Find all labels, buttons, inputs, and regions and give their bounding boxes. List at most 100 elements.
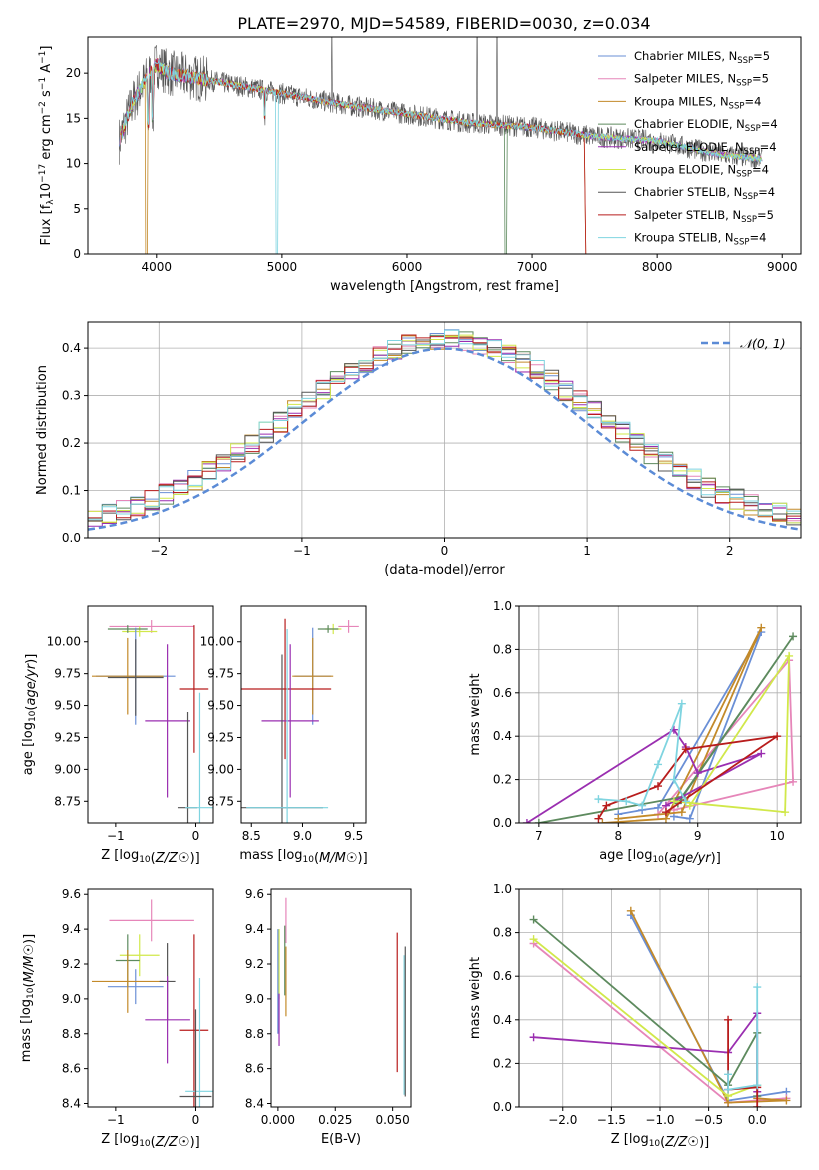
x-tick-label: 0.0 — [748, 1113, 767, 1127]
weight-marker — [685, 814, 694, 823]
weight-marker — [622, 797, 631, 806]
x-tick-label: 1 — [583, 544, 591, 558]
y-tick-label: 9.4 — [62, 922, 81, 936]
weight-marker — [681, 797, 690, 806]
weight-marker — [724, 1015, 733, 1024]
figure-title: PLATE=2970, MJD=54589, FIBERID=0030, z=0… — [237, 14, 650, 33]
y-tick-label: 9.75 — [54, 667, 81, 681]
y-tick-label: 8.4 — [245, 1097, 264, 1111]
x-tick-label: 0.050 — [375, 1113, 409, 1127]
weight-marker — [529, 915, 538, 924]
y-axis-label: mass weight — [468, 673, 483, 755]
y-tick-label: 9.4 — [245, 922, 264, 936]
x-tick-label: 0.000 — [261, 1113, 295, 1127]
weight-marker — [789, 777, 798, 786]
y-tick-label: 8.8 — [62, 1027, 81, 1041]
y-tick-label: 20 — [66, 66, 81, 80]
y-tick-label: 9.50 — [54, 699, 81, 713]
weight-marker — [626, 906, 635, 915]
plot-area-mass-EBV — [277, 897, 406, 1097]
x-tick-label: −1.5 — [597, 1113, 626, 1127]
y-axis-label: Flux [fλ10−17 erg cm−2 s−1 A−1] — [38, 46, 56, 246]
y-axis-label: mass [log10(M/M☉)] — [19, 934, 37, 1062]
y-axis-label: age [log10(age/yr)] — [21, 654, 39, 776]
frame-mass-Z — [87, 888, 214, 1108]
y-tick-label: 9.25 — [54, 730, 81, 744]
x-tick-label: 9 — [694, 829, 702, 843]
weight-marker — [753, 1103, 762, 1107]
weight-marker — [782, 1096, 791, 1105]
weight-line-8 — [727, 987, 759, 1091]
frame-age-Z — [87, 605, 214, 824]
weight-marker — [661, 808, 670, 817]
x-tick-label: 8000 — [642, 260, 673, 274]
weight-marker — [677, 699, 686, 708]
y-tick-label: 8.75 — [207, 794, 234, 808]
x-tick-label: 9.0 — [293, 829, 312, 843]
legend-label: Salpeter STELIB, NSSP=5 — [634, 208, 774, 225]
weight-marker — [522, 819, 531, 823]
plot-area-age-mass — [241, 618, 359, 823]
weight-marker — [602, 801, 611, 810]
y-tick-label: 15 — [66, 111, 81, 125]
plot-area-mass-Z — [91, 899, 213, 1107]
y-tick-label: 0 — [73, 247, 81, 261]
legend-label: Kroupa STELIB, NSSP=4 — [634, 231, 766, 248]
legend-label: Salpeter ELODIE, NSSP=4 — [634, 140, 777, 157]
weight-line-4 — [526, 728, 762, 823]
x-tick-label: −2.0 — [548, 1113, 577, 1127]
weight-marker — [785, 651, 794, 660]
x-tick-label: 10 — [770, 829, 785, 843]
y-tick-label: 8.4 — [62, 1097, 81, 1111]
x-axis-label: wavelength [Angstrom, rest frame] — [330, 279, 559, 294]
plot-area-weight-age — [522, 623, 798, 823]
y-tick-label: 10.00 — [200, 635, 234, 649]
y-tick-label: 0.6 — [493, 686, 512, 700]
y-tick-label: 0.1 — [62, 484, 81, 498]
x-tick-label: 5000 — [267, 260, 298, 274]
x-tick-label: 7000 — [517, 260, 548, 274]
y-tick-label: 9.2 — [62, 957, 81, 971]
frame-age-mass — [240, 605, 367, 824]
frame-mass-EBV — [270, 888, 412, 1108]
weight-marker — [529, 935, 538, 944]
y-tick-label: 0.8 — [493, 642, 512, 656]
x-tick-label: 9000 — [767, 260, 798, 274]
weight-marker — [677, 808, 686, 817]
legend-label: Chabrier ELODIE, NSSP=4 — [634, 117, 778, 134]
legend-label-normal: 𝒩(0, 1) — [740, 336, 786, 351]
axes-mass-EBV: 0.000 0.025 0.050 8.4 8.6 8.8 9.0 9.2 9.4 9.6 E(B-… — [245, 887, 412, 1147]
weight-marker — [753, 983, 762, 992]
y-tick-label: 8.75 — [54, 794, 81, 808]
weight-marker — [638, 801, 647, 810]
y-tick-label: 0.0 — [493, 816, 512, 830]
histogram-4 — [88, 338, 801, 527]
y-tick-label: 0.3 — [62, 389, 81, 403]
y-tick-label: 0.6 — [493, 969, 512, 983]
weight-line-5 — [673, 652, 791, 814]
x-tick-label: 0 — [192, 829, 200, 843]
weight-marker — [654, 760, 663, 769]
y-tick-label: 9.6 — [62, 887, 81, 901]
y-tick-label: 9.50 — [207, 699, 234, 713]
x-tick-label: −1 — [293, 544, 311, 558]
normal-curve — [88, 347, 801, 531]
axes-spectrum: 4000 5000 6000 7000 8000 9000 0 5 10 15 20 waveleng… — [38, 36, 802, 294]
axes-mass-Z: −1 0 8.4 8.6 8.8 9.0 9.2 9.4 9.6 Z [log10(Z/Z☉)] m… — [19, 887, 214, 1150]
x-tick-label: −1 — [107, 1113, 125, 1127]
y-tick-label: 9.00 — [54, 762, 81, 776]
y-tick-label: 9.6 — [245, 887, 264, 901]
weight-marker — [654, 782, 663, 791]
axes-age-mass: 8.5 9.0 9.5 8.75 9.00 9.25 9.50 9.75 10.00 mass [… — [200, 605, 368, 866]
weight-marker — [693, 769, 702, 778]
x-tick-label: 0 — [441, 544, 449, 558]
y-tick-label: 0.2 — [493, 773, 512, 787]
axes-weight-age: 7 8 9 10 0.0 0.2 0.4 0.6 0.8 1.0 age [log10(age/yr… — [468, 599, 802, 866]
legend-label: Salpeter MILES, NSSP=5 — [634, 72, 769, 89]
plot-area-age-Z — [91, 620, 213, 823]
weight-marker — [757, 623, 766, 632]
y-tick-label: 5 — [73, 202, 81, 216]
y-tick-label: 0.0 — [62, 531, 81, 545]
x-tick-label: 0 — [192, 1113, 200, 1127]
x-axis-label: Z [log10(Z/Z☉)] — [611, 1132, 710, 1150]
